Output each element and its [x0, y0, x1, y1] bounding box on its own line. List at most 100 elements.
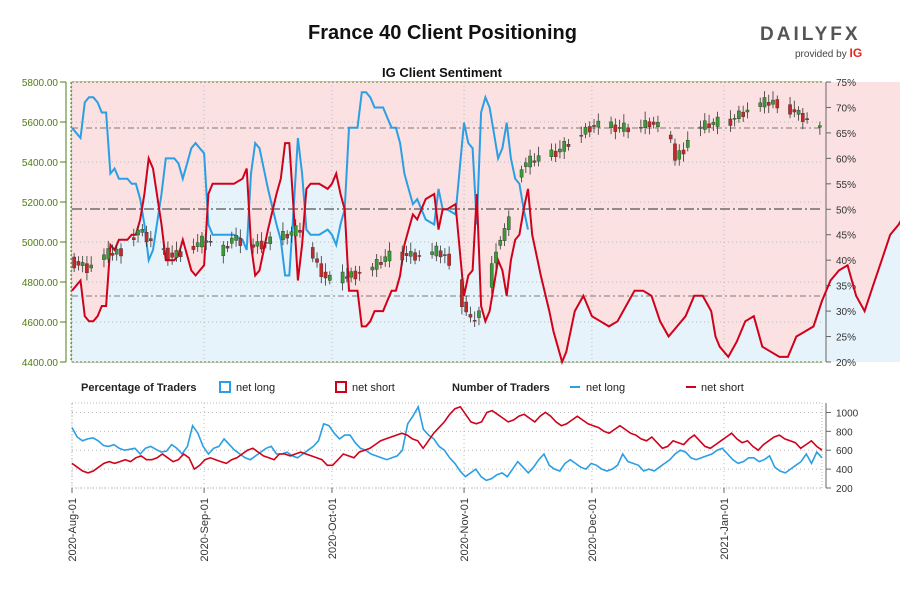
candlestick [345, 276, 349, 279]
price-tick-label: 4800.00 [22, 278, 59, 289]
candlestick [647, 121, 652, 127]
logo-ig: IG [849, 46, 863, 60]
candlestick [711, 122, 716, 125]
chart-title: France 40 Client Positioning [308, 22, 577, 44]
candlestick [460, 279, 464, 308]
candlestick [315, 258, 319, 263]
count-tick-label: 200 [836, 484, 853, 495]
candlestick [788, 104, 792, 115]
candlestick [323, 271, 328, 279]
candlestick [285, 233, 289, 239]
pct-tick-label: 60% [836, 154, 856, 165]
candlestick [502, 228, 507, 241]
candlestick [149, 238, 153, 242]
candlestick [144, 231, 149, 242]
price-tick-label: 5200.00 [22, 198, 59, 209]
candlestick [374, 259, 379, 270]
candlestick [673, 143, 677, 161]
price-tick-label: 4400.00 [22, 358, 59, 369]
candlestick [204, 240, 209, 243]
candlestick [498, 239, 503, 246]
candlestick [178, 251, 183, 258]
candlestick [430, 251, 434, 255]
candlestick [771, 99, 775, 105]
candlestick [592, 125, 596, 127]
candlestick [349, 271, 353, 278]
candlestick [298, 230, 302, 233]
candlestick [553, 150, 558, 158]
candlestick [622, 122, 626, 132]
candlestick [259, 240, 264, 250]
candlestick [524, 162, 528, 167]
candlestick [255, 241, 260, 247]
trader-count-panel: 200 400 600 800 1000 [71, 402, 859, 495]
date-tick-label: 2020-Nov-01 [459, 498, 471, 562]
candlestick [468, 314, 473, 318]
pct-tick-label: 65% [836, 129, 856, 140]
candlestick [85, 263, 89, 274]
candlestick [801, 112, 805, 122]
candlestick [477, 310, 481, 318]
candlestick [532, 160, 537, 163]
net-short-pct-line [71, 142, 900, 366]
legend-num-short-label: net short [701, 382, 744, 394]
price-tick-label: 4600.00 [22, 318, 59, 329]
candlestick [76, 261, 81, 266]
legend-percentage-title: Percentage of Traders [81, 382, 197, 394]
candlestick [549, 149, 554, 157]
date-tick-label: 2020-Dec-01 [587, 498, 599, 562]
candlestick [434, 245, 439, 257]
legend-pct-long-swatch [219, 381, 231, 393]
candlestick [89, 264, 93, 269]
net-long-pct-line [71, 91, 529, 277]
candlestick [506, 216, 511, 230]
candlestick [651, 121, 656, 125]
price-sentiment-panel: IG Client Sentiment 4400.00 4600.00 4800.00… [22, 65, 900, 369]
candlestick [208, 240, 213, 243]
candlestick [319, 263, 324, 278]
candlestick [310, 247, 315, 259]
candlestick [626, 127, 630, 133]
legend-pct-short-label: net short [352, 382, 395, 394]
count-panel-frame [71, 402, 823, 489]
candlestick [328, 275, 332, 281]
candlestick [191, 245, 196, 250]
date-tick-label: 2020-Aug-01 [67, 498, 79, 562]
candlestick [609, 121, 613, 128]
dailyfx-logo: DAILYFX provided by IG [760, 24, 870, 60]
candlestick [447, 253, 451, 266]
candlestick [136, 229, 140, 236]
candlestick [119, 248, 123, 257]
date-tick-label: 2020-Sep-01 [199, 498, 211, 562]
candlestick [685, 139, 690, 148]
candlestick [293, 225, 298, 237]
logo-wordmark: DAILYFX [760, 24, 861, 45]
candlestick [357, 272, 362, 274]
pct-tick-label: 70% [836, 103, 856, 114]
candlestick [766, 102, 771, 106]
candlestick [762, 97, 767, 108]
candlestick [387, 250, 392, 262]
candlestick [587, 126, 592, 133]
candlestick [464, 301, 468, 313]
subtitle: IG Client Sentiment [382, 65, 503, 80]
candlestick [383, 256, 388, 262]
candlestick [613, 124, 618, 132]
candlestick [114, 248, 119, 255]
candlestick [805, 118, 809, 120]
count-tick-label: 400 [836, 465, 853, 476]
pct-tick-label: 25% [836, 333, 856, 344]
date-tick-label: 2021-Jan-01 [719, 498, 731, 560]
candlestick [677, 150, 682, 160]
candlestick [200, 235, 204, 248]
candlestick [566, 143, 571, 147]
short-zone [72, 82, 900, 362]
pct-tick-label: 75% [836, 78, 856, 89]
legend: Percentage of Traders net long net short Nu… [81, 381, 744, 394]
candlestick [472, 320, 477, 322]
candlestick [494, 251, 498, 264]
legend-pct-long-label: net long [236, 382, 275, 394]
candlestick [80, 262, 85, 266]
candlestick [225, 246, 230, 249]
candlestick [230, 237, 234, 244]
